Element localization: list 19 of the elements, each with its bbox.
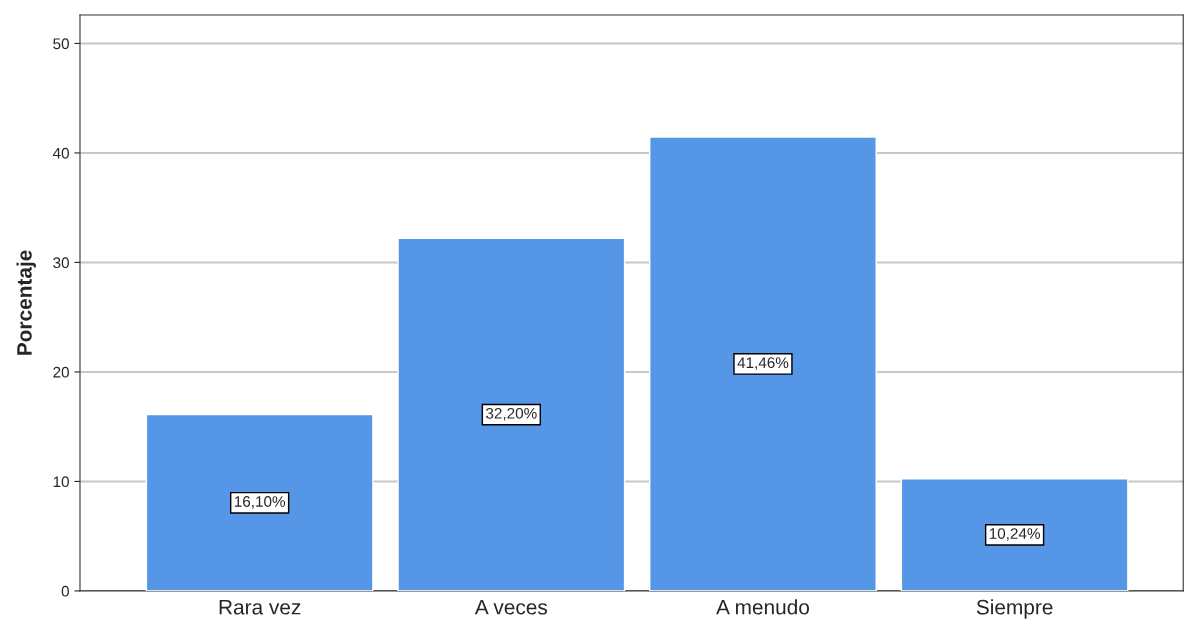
y-axis-title: Porcentaje [16,250,36,355]
x-tick-label: A veces [474,600,548,615]
y-tick-label: 50 [53,38,69,50]
x-tick-label: A menudo [716,599,810,615]
y-tick-label: 30 [53,257,69,269]
bar [145,413,374,591]
data-label: 32,20% [485,407,537,421]
y-tick-label: 0 [61,585,69,597]
bar [649,136,877,591]
y-tick-label: 20 [53,366,69,378]
y-tick-label: 40 [52,147,69,159]
x-tick-label: Siempre [976,599,1053,619]
x-tick-label: Rara vez [219,600,301,615]
bar [397,237,626,591]
data-label: 16,10% [234,496,286,509]
bar [900,478,1129,591]
data-label: 41,46% [737,357,789,370]
y-tick-label: 10 [53,476,69,488]
data-label: 10,24% [989,528,1040,541]
